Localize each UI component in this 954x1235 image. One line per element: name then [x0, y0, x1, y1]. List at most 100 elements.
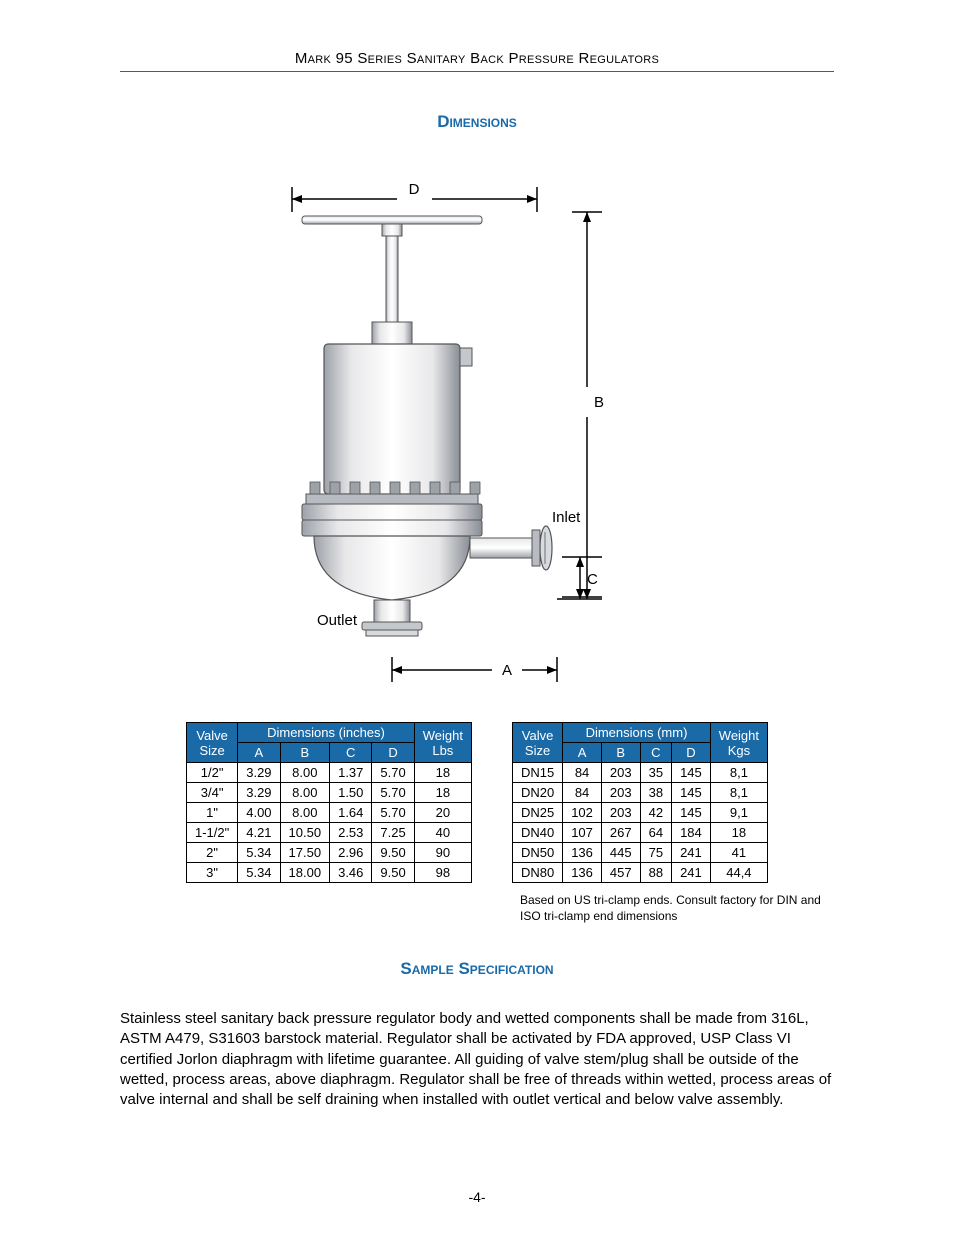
table-cell: 267 — [601, 823, 640, 843]
table-cell: 5.34 — [238, 863, 280, 883]
table-cell: 8.00 — [280, 803, 330, 823]
table-cell: 64 — [640, 823, 671, 843]
table-cell: 241 — [672, 863, 711, 883]
col-group-dim-mm: Dimensions (mm) — [563, 723, 711, 743]
col-b-mm: B — [601, 743, 640, 763]
dimensions-table-inches: Valve Size Dimensions (inches) Weight Lb… — [186, 722, 472, 883]
table-cell: 5.70 — [372, 763, 414, 783]
table-cell: 2.53 — [330, 823, 372, 843]
table-cell: 2" — [186, 843, 237, 863]
tbody-inches: 1/2"3.298.001.375.70183/4"3.298.001.505.… — [186, 763, 471, 883]
inlet-label: Inlet — [552, 509, 581, 526]
table-row: DN1584203351458,1 — [512, 763, 767, 783]
table-row: 3"5.3418.003.469.5098 — [186, 863, 471, 883]
outlet-label: Outlet — [317, 612, 358, 629]
table-row: 1"4.008.001.645.7020 — [186, 803, 471, 823]
table-cell: 8,1 — [710, 763, 767, 783]
sample-spec-body: Stainless steel sanitary back pressure r… — [120, 1009, 834, 1110]
table-cell: 5.34 — [238, 843, 280, 863]
col-c-in: C — [330, 743, 372, 763]
table-row: DN501364457524141 — [512, 843, 767, 863]
dim-label-a: A — [502, 662, 512, 679]
table-row: DN801364578824144,4 — [512, 863, 767, 883]
dimension-diagram: D B C Inlet Outlet — [120, 162, 834, 692]
table-cell: 17.50 — [280, 843, 330, 863]
table-cell: 10.50 — [280, 823, 330, 843]
table-cell: 38 — [640, 783, 671, 803]
table-cell: 18 — [414, 763, 471, 783]
table-cell: 136 — [563, 843, 602, 863]
table-cell: 136 — [563, 863, 602, 883]
table-cell: 44,4 — [710, 863, 767, 883]
table-cell: 1.50 — [330, 783, 372, 803]
table-cell: 4.00 — [238, 803, 280, 823]
page: Mark 95 Series Sanitary Back Pressure Re… — [0, 0, 954, 1235]
table-row: 1-1/2"4.2110.502.537.2540 — [186, 823, 471, 843]
table-cell: 75 — [640, 843, 671, 863]
table-cell: 20 — [414, 803, 471, 823]
table-footnote: Based on US tri-clamp ends. Consult fact… — [520, 893, 834, 924]
dimension-tables: Valve Size Dimensions (inches) Weight Lb… — [120, 722, 834, 883]
table-cell: 42 — [640, 803, 671, 823]
table-cell: 1/2" — [186, 763, 237, 783]
dimensions-table-mm: Valve Size Dimensions (mm) Weight Kgs A … — [512, 722, 768, 883]
table-cell: 7.25 — [372, 823, 414, 843]
col-weight-in: Weight Lbs — [414, 723, 471, 763]
table-cell: 84 — [563, 783, 602, 803]
table-cell: 41 — [710, 843, 767, 863]
table-cell: 98 — [414, 863, 471, 883]
table-cell: 203 — [601, 783, 640, 803]
table-cell: 145 — [672, 803, 711, 823]
table-cell: 445 — [601, 843, 640, 863]
col-b-in: B — [280, 743, 330, 763]
table-cell: 107 — [563, 823, 602, 843]
table-row: 1/2"3.298.001.375.7018 — [186, 763, 471, 783]
tbody-mm: DN1584203351458,1DN2084203381458,1DN2510… — [512, 763, 767, 883]
table-cell: DN80 — [512, 863, 562, 883]
table-cell: 88 — [640, 863, 671, 883]
dimensions-heading: Dimensions — [120, 112, 834, 132]
table-cell: 1.64 — [330, 803, 372, 823]
table-row: DN25102203421459,1 — [512, 803, 767, 823]
dim-label-b: B — [594, 394, 604, 411]
table-cell: 90 — [414, 843, 471, 863]
regulator-diagram-svg: D B C Inlet Outlet — [262, 162, 692, 692]
table-cell: 241 — [672, 843, 711, 863]
table-cell: 3.46 — [330, 863, 372, 883]
table-cell: DN25 — [512, 803, 562, 823]
col-d-mm: D — [672, 743, 711, 763]
table-cell: 1.37 — [330, 763, 372, 783]
col-a-mm: A — [563, 743, 602, 763]
table-cell: 9.50 — [372, 863, 414, 883]
table-cell: 18.00 — [280, 863, 330, 883]
table-cell: 9,1 — [710, 803, 767, 823]
table-cell: 8.00 — [280, 783, 330, 803]
col-d-in: D — [372, 743, 414, 763]
page-number: -4- — [0, 1189, 954, 1205]
col-valve-size-mm: Valve Size — [512, 723, 562, 763]
table-cell: 203 — [601, 763, 640, 783]
table-cell: 5.70 — [372, 803, 414, 823]
dim-label-c: C — [587, 571, 598, 588]
table-cell: 1-1/2" — [186, 823, 237, 843]
table-row: DN401072676418418 — [512, 823, 767, 843]
table-cell: 457 — [601, 863, 640, 883]
table-cell: 8.00 — [280, 763, 330, 783]
col-weight-mm: Weight Kgs — [710, 723, 767, 763]
col-a-in: A — [238, 743, 280, 763]
table-cell: 2.96 — [330, 843, 372, 863]
page-header-title: Mark 95 Series Sanitary Back Pressure Re… — [295, 50, 659, 67]
sample-spec-heading: Sample Specification — [120, 959, 834, 979]
table-cell: 145 — [672, 783, 711, 803]
table-cell: 102 — [563, 803, 602, 823]
table-cell: 35 — [640, 763, 671, 783]
table-row: 2"5.3417.502.969.5090 — [186, 843, 471, 863]
table-cell: 40 — [414, 823, 471, 843]
table-cell: 3" — [186, 863, 237, 883]
table-cell: DN20 — [512, 783, 562, 803]
table-cell: 5.70 — [372, 783, 414, 803]
table-cell: 145 — [672, 763, 711, 783]
table-cell: 3/4" — [186, 783, 237, 803]
table-cell: 18 — [414, 783, 471, 803]
table-cell: 8,1 — [710, 783, 767, 803]
